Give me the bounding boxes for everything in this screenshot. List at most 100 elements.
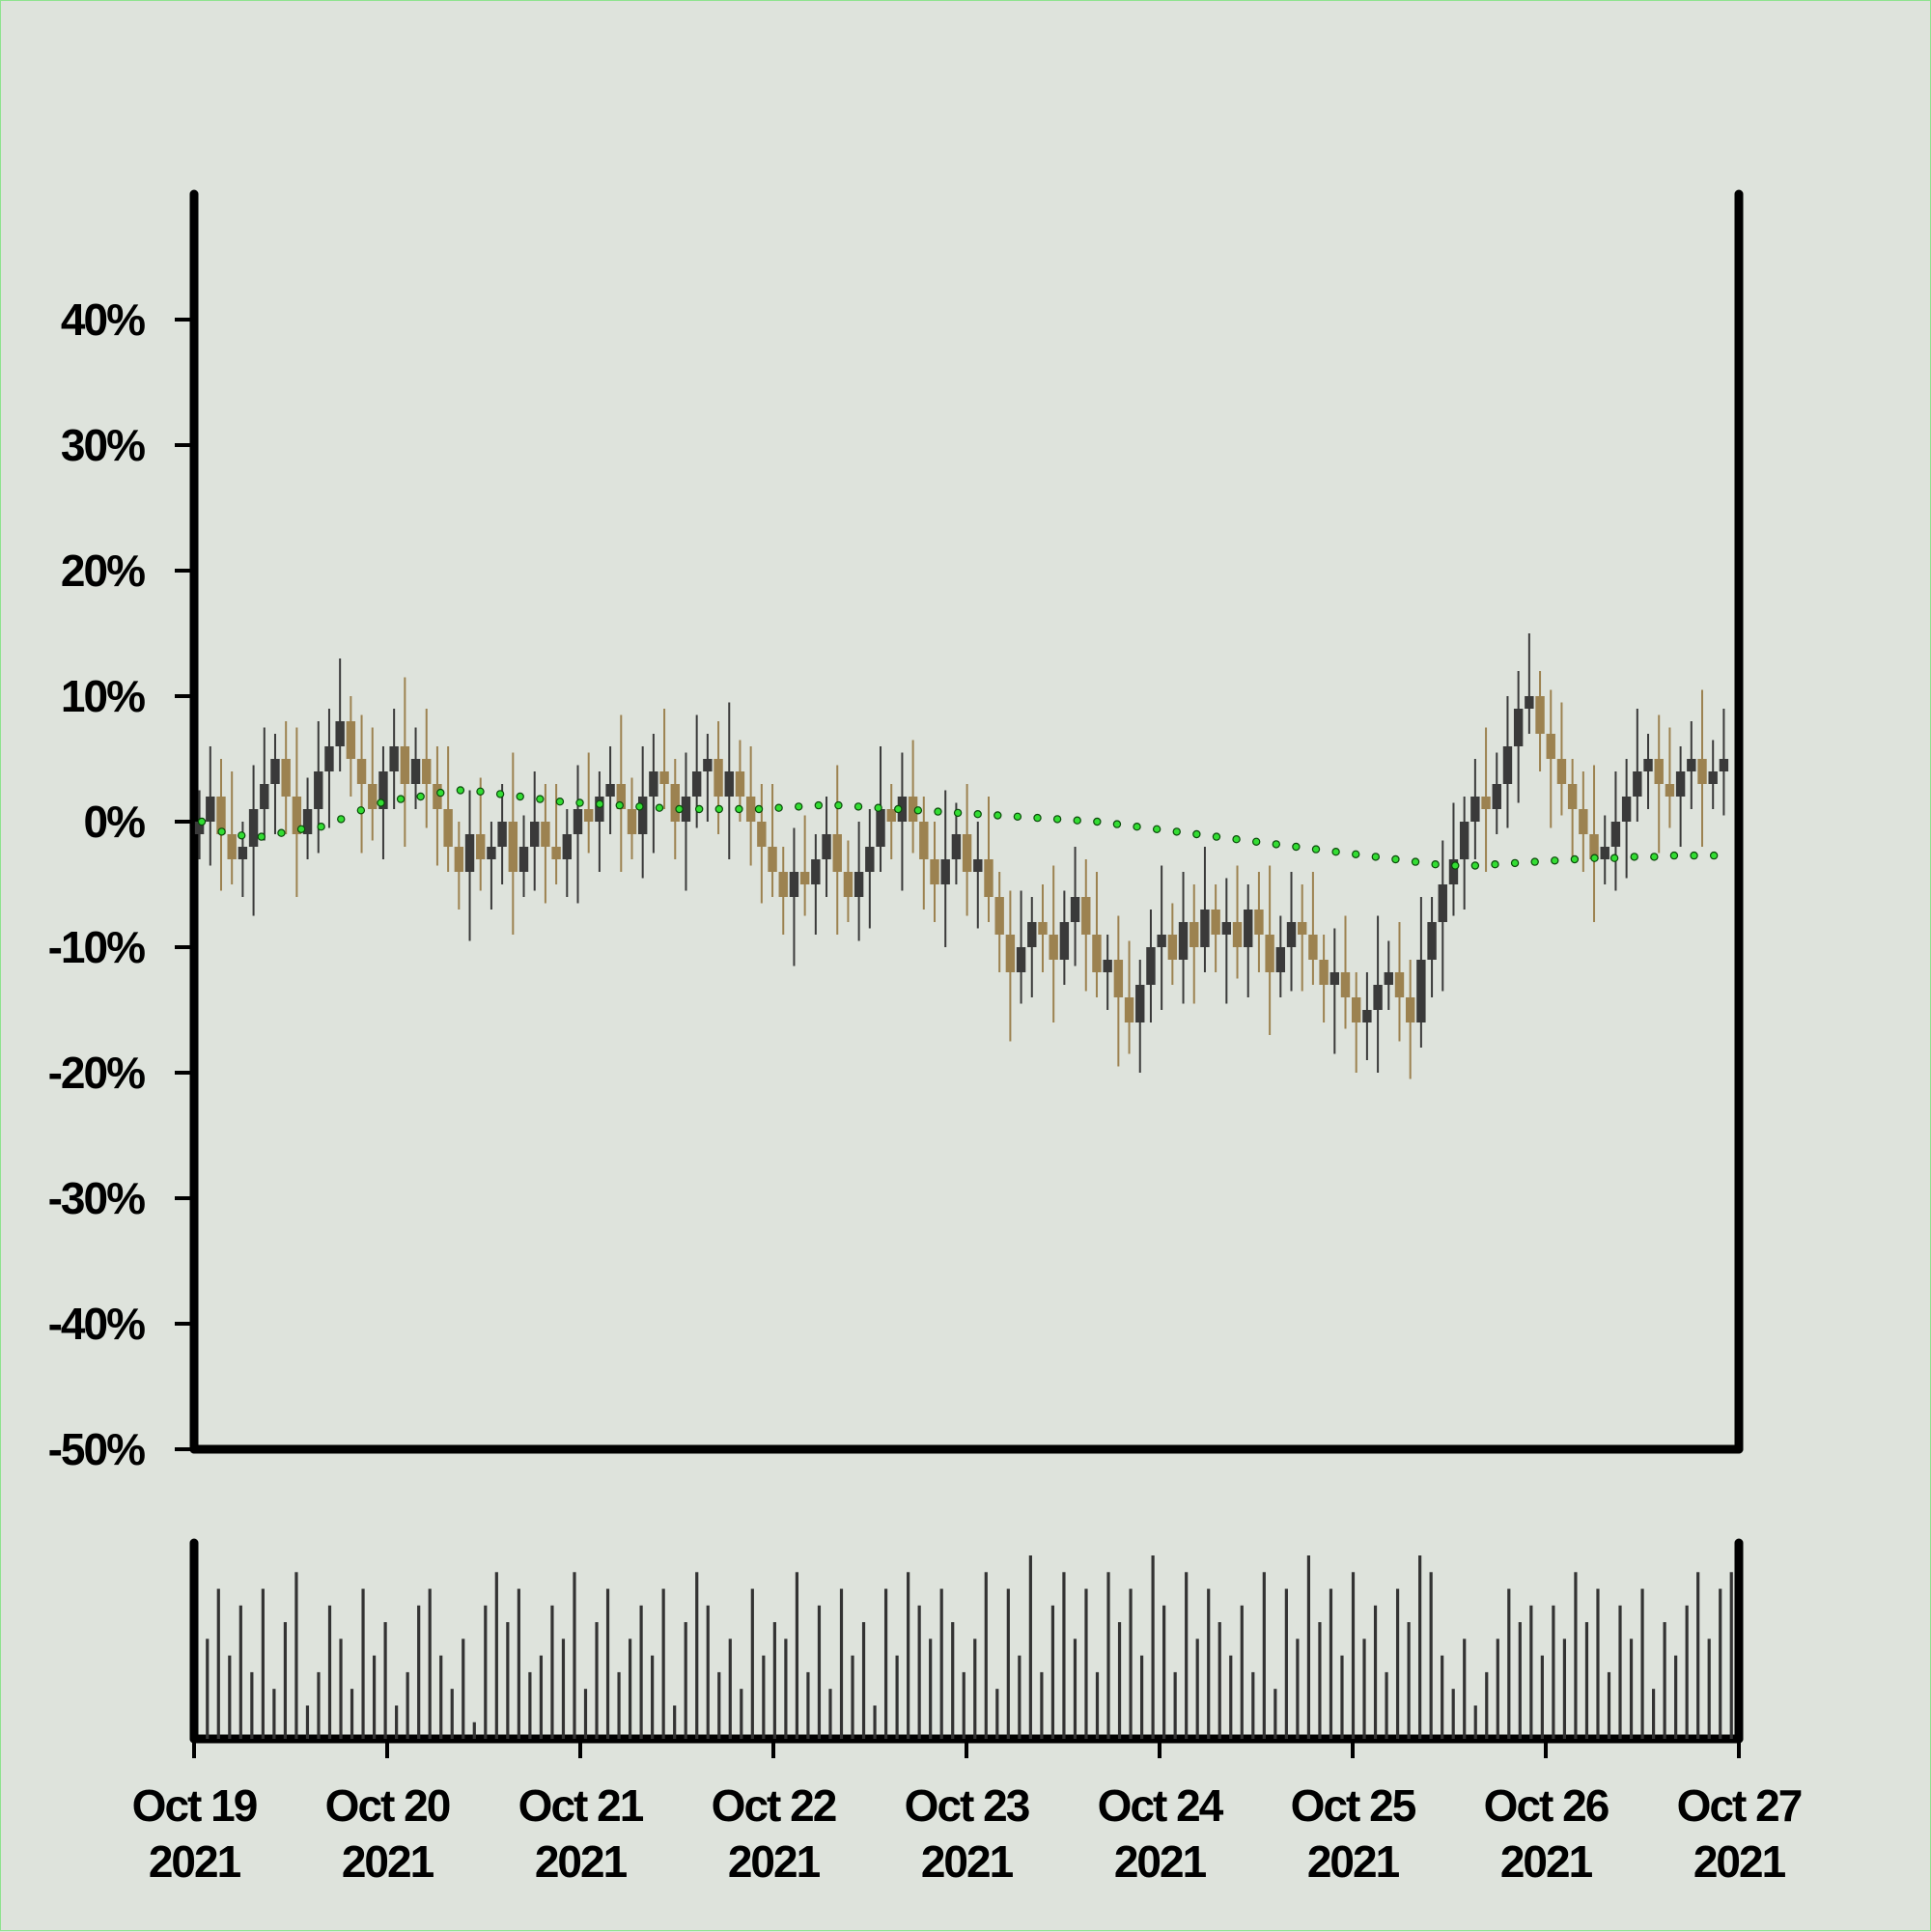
volume-bar [294, 1572, 298, 1739]
volume-bar [216, 1588, 220, 1739]
candle-body [1579, 809, 1588, 834]
candle-body [1697, 759, 1707, 784]
candle-body [670, 784, 680, 822]
volume-bar [1006, 1588, 1010, 1739]
candle-body [1070, 897, 1080, 922]
volume-bar [506, 1622, 510, 1739]
moving-average-point [1530, 857, 1539, 866]
moving-average-point [1609, 854, 1619, 862]
moving-average-point [635, 802, 644, 811]
candle-body [1416, 960, 1426, 1022]
candle-body [227, 834, 237, 859]
volume-bar [417, 1605, 421, 1739]
candle-body [1135, 985, 1145, 1022]
volume-bar [1117, 1622, 1122, 1739]
volume-bar [984, 1572, 988, 1739]
volume-bar [895, 1655, 899, 1739]
volume-bar [1095, 1671, 1100, 1739]
moving-average-point [1292, 842, 1301, 852]
moving-average-point [894, 804, 903, 814]
candle-body [206, 797, 215, 822]
candle-body [681, 797, 691, 822]
candle-body [433, 784, 442, 809]
volume-bar [573, 1572, 576, 1739]
volume-series [206, 1555, 1733, 1739]
candle-body [1589, 834, 1599, 859]
x-tick-label-line: Oct 25 [1291, 1780, 1416, 1831]
volume-bar [383, 1622, 387, 1739]
candle-body [1384, 972, 1393, 985]
moving-average-point [396, 795, 406, 803]
volume-bar [728, 1638, 732, 1739]
candle-body [1244, 910, 1253, 947]
volume-bar [639, 1605, 643, 1739]
volume-bar [339, 1638, 343, 1739]
candle-body [1525, 696, 1534, 709]
candle-body [703, 759, 713, 771]
candle-body [724, 771, 734, 797]
volume-bar [1028, 1555, 1032, 1739]
volume-bar [828, 1689, 832, 1739]
candle-body [1513, 709, 1524, 746]
candle-body [410, 759, 421, 784]
candle-body [1189, 922, 1199, 947]
moving-average-series [197, 786, 1719, 870]
volume-bar [695, 1572, 699, 1739]
moving-average-point [197, 817, 207, 826]
moving-average-point [1192, 829, 1201, 839]
candle-body [627, 809, 637, 834]
x-tick-label-line: 2021 [1307, 1836, 1400, 1887]
volume-bar [1496, 1638, 1499, 1739]
candle-body [832, 834, 842, 872]
volume-bar [1574, 1572, 1578, 1739]
volume-bar [1229, 1655, 1233, 1739]
volume-bar [1696, 1572, 1700, 1739]
moving-average-point [1491, 860, 1499, 869]
moving-average-point [735, 804, 743, 814]
volume-bar [962, 1671, 966, 1739]
candle-body [1286, 922, 1297, 947]
volume-bar [1552, 1605, 1555, 1739]
candle-body [757, 822, 767, 847]
x-tick-label: Oct 19 2021 [132, 1780, 257, 1887]
candle-body [973, 859, 983, 872]
volume-bar [1084, 1588, 1088, 1739]
volume-bar [1139, 1655, 1144, 1739]
volume-bar [651, 1655, 655, 1739]
volume-bar [1463, 1638, 1467, 1739]
moving-average-point [1669, 851, 1679, 860]
x-tick-label-line: 2021 [535, 1836, 628, 1887]
moving-average-point [495, 790, 505, 798]
candle-body [1254, 910, 1264, 935]
candle-body [248, 809, 259, 847]
moving-average-point [575, 798, 584, 807]
moving-average-point [1073, 816, 1081, 825]
candle-body [346, 721, 356, 759]
candle-body [1362, 1010, 1372, 1022]
candle-body [1621, 797, 1632, 822]
candle-body [551, 847, 561, 859]
candle-body [1298, 922, 1307, 935]
volume-bar [1429, 1572, 1433, 1739]
moving-average-point [516, 792, 524, 801]
x-tick-label: Oct 26 2021 [1484, 1780, 1609, 1887]
volume-bar [272, 1689, 276, 1739]
volume-bar [1318, 1622, 1322, 1739]
moving-average-point [377, 798, 385, 807]
candle-body [930, 859, 939, 884]
volume-bar [973, 1638, 977, 1739]
x-tick-label-line: 2021 [728, 1836, 821, 1887]
x-tick-label-line: Oct 19 [132, 1780, 257, 1831]
candle-body [1427, 922, 1437, 960]
volume-bar [617, 1671, 621, 1739]
moving-average-point [1411, 857, 1420, 866]
candle-body [799, 872, 810, 884]
volume-bar [305, 1705, 310, 1739]
volume-bar [1073, 1638, 1077, 1739]
candle-body [476, 834, 486, 859]
candle-body [1438, 884, 1447, 922]
volume-bar [772, 1622, 776, 1739]
candle-body [984, 859, 993, 897]
moving-average-point [1251, 837, 1261, 847]
